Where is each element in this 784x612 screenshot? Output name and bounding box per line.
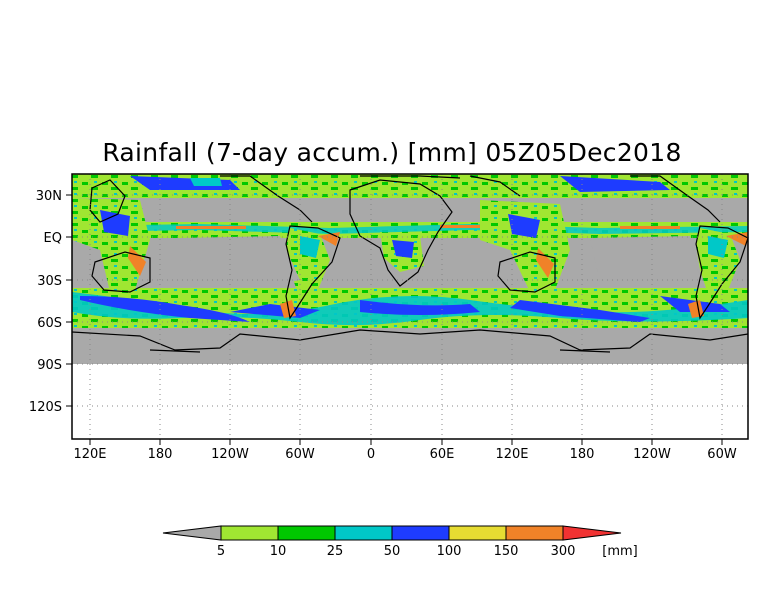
colorbar-below-arrow (162, 525, 222, 541)
colorbar-label-50: 50 (384, 544, 401, 559)
colorbar-label-5: 5 (217, 544, 225, 559)
y-tick-120s: 120S (29, 400, 62, 415)
x-tick-60w: 60W (285, 447, 315, 462)
x-tick-120w-2: 120W (633, 447, 671, 462)
colorbar-label-150: 150 (494, 544, 519, 559)
colorbar-bin-150-300 (505, 525, 564, 541)
colorbar: 5 10 25 50 100 150 300 [mm] (162, 525, 638, 559)
x-axis-labels: 120E 180 120W 60W 0 60E 120E 180 120W 60… (73, 447, 736, 462)
y-tick-30n: 30N (36, 189, 62, 204)
y-tick-60s: 60S (37, 316, 62, 331)
colorbar-label-25: 25 (327, 544, 344, 559)
y-tick-90s: 90S (37, 358, 62, 373)
x-tick-120e: 120E (73, 447, 106, 462)
colorbar-bin-25-50 (334, 525, 393, 541)
y-tick-eq: EQ (44, 231, 62, 246)
x-tick-120e-2: 120E (495, 447, 528, 462)
map-title: Rainfall (7-day accum.) [mm] 05Z05Dec201… (102, 138, 682, 167)
x-tick-180: 180 (148, 447, 173, 462)
x-tick-180-2: 180 (570, 447, 595, 462)
colorbar-above-arrow (562, 525, 622, 541)
colorbar-label-100: 100 (437, 544, 462, 559)
x-tick-60e: 60E (430, 447, 455, 462)
rainfall-field (72, 174, 748, 364)
y-axis-labels: 30N EQ 30S 60S 90S 120S (29, 189, 62, 415)
colorbar-bin-10-25 (277, 525, 336, 541)
colorbar-unit: [mm] (602, 544, 637, 559)
colorbar-bin-5-10 (220, 525, 279, 541)
plot-frame (71, 173, 749, 440)
y-tick-30s: 30S (37, 274, 62, 289)
colorbar-bin-50-100 (391, 525, 450, 541)
colorbar-bin-100-150 (448, 525, 507, 541)
x-tick-60w-2: 60W (707, 447, 737, 462)
x-tick-120w: 120W (211, 447, 249, 462)
colorbar-label-300: 300 (551, 544, 576, 559)
x-tick-0: 0 (367, 447, 375, 462)
colorbar-label-10: 10 (270, 544, 287, 559)
grid-lines (72, 174, 748, 439)
